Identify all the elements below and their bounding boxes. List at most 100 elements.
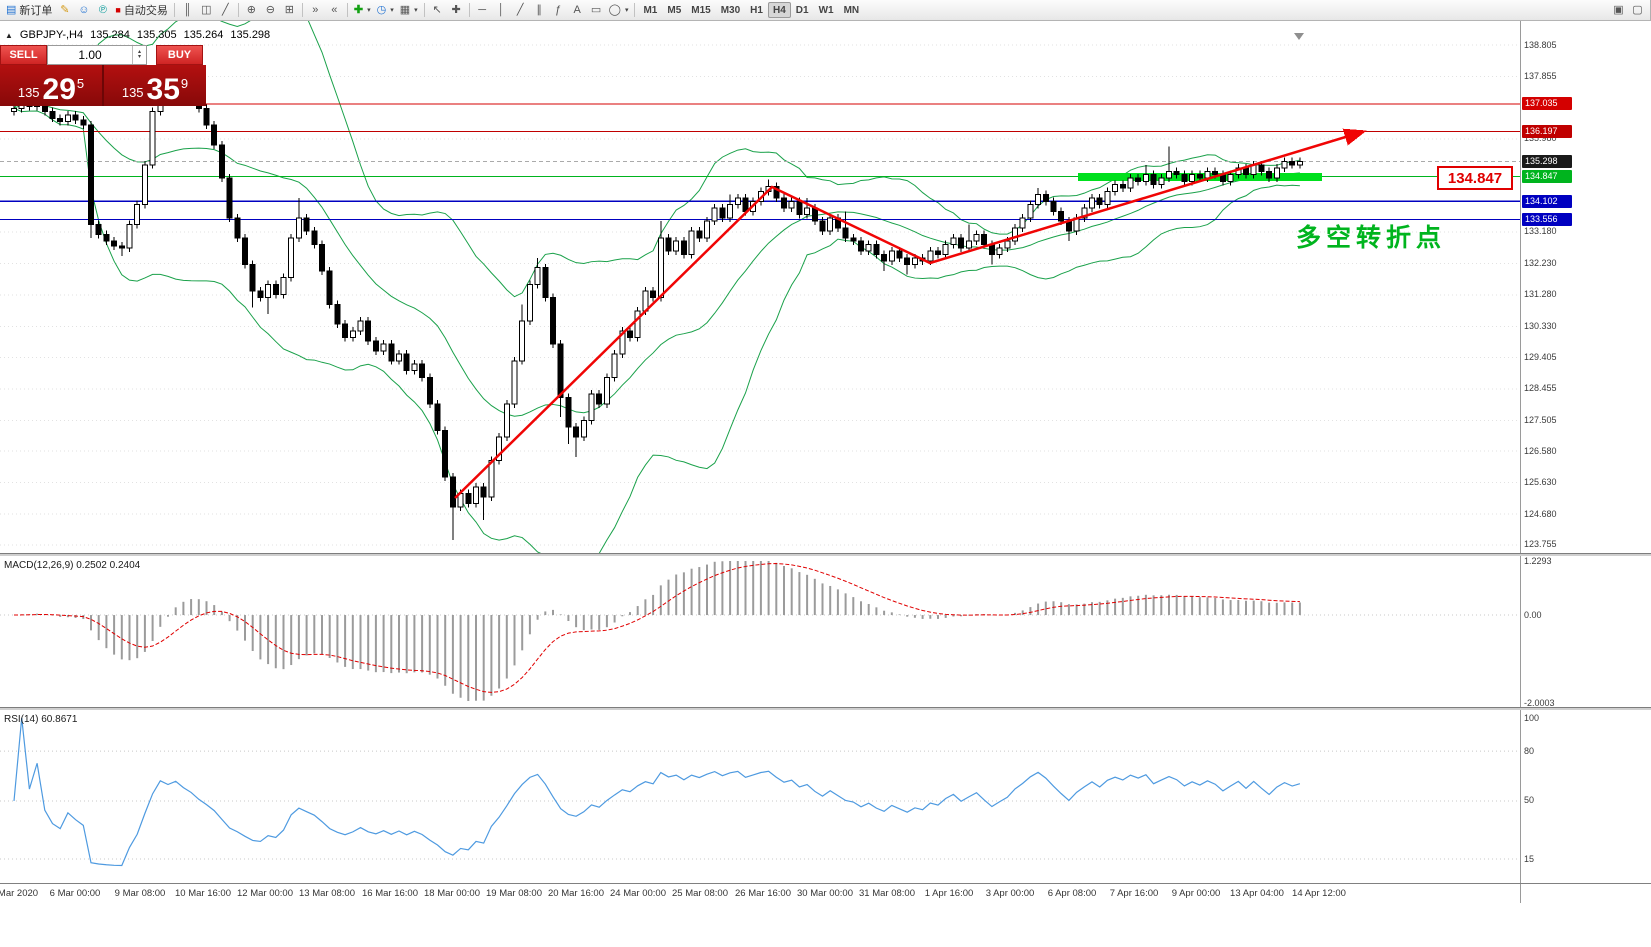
toolbar-separator bbox=[301, 3, 303, 17]
price-axis-tick: 80 bbox=[1524, 745, 1535, 756]
macd-histogram bbox=[20, 561, 1301, 701]
fibonacci-tool-button[interactable]: ƒ bbox=[549, 2, 568, 19]
text-tool-button[interactable]: A bbox=[568, 2, 587, 19]
sell-button[interactable]: SELL bbox=[0, 45, 47, 65]
timeframe-m15-button[interactable]: M15 bbox=[686, 2, 715, 18]
timeframe-h1-button[interactable]: H1 bbox=[745, 2, 768, 18]
symbol-ohlc-line: ▲ GBPJPY-,H4 135.284 135.305 135.264 135… bbox=[5, 29, 270, 41]
toolbar-separator bbox=[346, 3, 348, 17]
price-axis-tick: 135.980 bbox=[1524, 133, 1557, 144]
time-label: 31 Mar 08:00 bbox=[859, 888, 915, 899]
price-axis-tag: 134.847 bbox=[1522, 169, 1572, 183]
panel-divider[interactable] bbox=[0, 707, 1651, 710]
trendline-tool-button[interactable]: ╱ bbox=[511, 2, 530, 19]
periods-button[interactable]: ◷ ▾ bbox=[374, 2, 397, 19]
buy-price-prefix: 135 bbox=[121, 85, 144, 100]
chart-shift-marker[interactable] bbox=[1294, 33, 1304, 40]
time-label: 30 Mar 00:00 bbox=[797, 888, 853, 899]
chart-shift-button[interactable]: « bbox=[325, 2, 344, 19]
fibonacci-icon: ƒ bbox=[555, 3, 562, 16]
vertical-line-icon: │ bbox=[497, 3, 505, 16]
price-axis-tick: 138.805 bbox=[1524, 39, 1557, 50]
autotrade-stop-icon: ■ bbox=[115, 4, 121, 15]
chevron-down-icon: ▾ bbox=[414, 7, 418, 14]
price-axis-tick: 137.855 bbox=[1524, 71, 1557, 82]
indicators-button[interactable]: ✚ ▾ bbox=[351, 2, 374, 19]
zoom-in-button[interactable]: ⊕ bbox=[242, 2, 261, 19]
trend-arrow-line[interactable] bbox=[454, 128, 1367, 499]
community-button[interactable]: ☺ bbox=[74, 2, 93, 19]
volume-spinner[interactable]: ▴ ▾ bbox=[132, 46, 146, 64]
channel-tool-button[interactable]: ∥ bbox=[530, 2, 549, 19]
rsi-panel-svg[interactable] bbox=[0, 710, 1520, 882]
hline-tool-button[interactable]: ─ bbox=[473, 2, 492, 19]
help-button[interactable]: ℗ bbox=[93, 2, 112, 19]
time-axis: Mar 2020 6 Mar 00:00 9 Mar 08:00 10 Mar 16:… bbox=[0, 883, 1651, 904]
spinner-down-icon[interactable]: ▾ bbox=[137, 54, 141, 60]
templates-icon: ▦ bbox=[399, 3, 411, 16]
time-label: 14 Apr 12:00 bbox=[1292, 888, 1346, 899]
window-menu-icon: ▢ bbox=[1632, 3, 1643, 16]
price-axis-tick: 1.2293 bbox=[1524, 555, 1552, 566]
main-chart-svg[interactable] bbox=[0, 21, 1520, 553]
time-label: 18 Mar 00:00 bbox=[424, 888, 480, 899]
auto-scroll-icon: » bbox=[312, 3, 319, 16]
price-axis-tick: 131.280 bbox=[1524, 289, 1557, 300]
timeframe-d1-button[interactable]: D1 bbox=[791, 2, 814, 18]
timeframe-m1-button[interactable]: M1 bbox=[638, 2, 662, 18]
turning-point-annotation[interactable]: 多空转折点 bbox=[1296, 224, 1447, 252]
timeframe-h4-button[interactable]: H4 bbox=[767, 2, 791, 18]
new-order-button[interactable]: ▤ 新订单 bbox=[3, 2, 55, 19]
bar-chart-button[interactable]: ║ bbox=[178, 2, 197, 19]
symbol-name: GBPJPY-,H4 bbox=[19, 29, 84, 41]
channel-icon: ∥ bbox=[536, 3, 542, 16]
window-menu-button[interactable]: ▢ bbox=[1628, 2, 1647, 19]
line-chart-button[interactable]: ╱ bbox=[216, 2, 235, 19]
ohlc-high: 135.305 bbox=[136, 29, 177, 41]
time-label: 24 Mar 00:00 bbox=[610, 888, 666, 899]
timeframe-m30-button[interactable]: M30 bbox=[716, 2, 745, 18]
chart-window[interactable]: 138.805 137.855 135.980 133.180 132.230 131.2… bbox=[0, 21, 1651, 947]
toolbar-separator bbox=[468, 3, 470, 17]
window-restore-button[interactable]: ▣ bbox=[1609, 2, 1628, 19]
crosshair-button[interactable]: ✚ bbox=[447, 2, 466, 19]
autotrade-button[interactable]: ■ 自动交易 bbox=[112, 2, 170, 19]
zoom-out-icon: ⊖ bbox=[265, 3, 275, 16]
metaeditor-icon: ✎ bbox=[60, 3, 70, 16]
templates-button[interactable]: ▦ ▾ bbox=[397, 2, 421, 19]
volume-value[interactable]: 1.00 bbox=[78, 48, 102, 62]
panel-divider[interactable] bbox=[0, 553, 1651, 556]
macd-indicator-label: MACD(12,26,9) 0.2502 0.2404 bbox=[4, 560, 141, 571]
price-axis-tick: 132.230 bbox=[1524, 257, 1557, 268]
macd-panel-svg[interactable] bbox=[0, 556, 1520, 707]
price-axis-tick: 124.680 bbox=[1524, 508, 1557, 519]
chevron-down-icon: ▾ bbox=[390, 7, 394, 14]
buy-button[interactable]: BUY bbox=[156, 45, 203, 65]
vline-tool-button[interactable]: │ bbox=[492, 2, 511, 19]
spinner-up-icon[interactable]: ▴ bbox=[137, 49, 141, 55]
buy-price[interactable]: 135 35 9 bbox=[104, 65, 206, 106]
zoom-out-button[interactable]: ⊖ bbox=[261, 2, 280, 19]
autotrade-label: 自动交易 bbox=[123, 5, 168, 17]
support-price-callout[interactable]: 134.847 bbox=[1437, 166, 1513, 190]
time-label: 10 Mar 16:00 bbox=[175, 888, 231, 899]
timeframe-m5-button[interactable]: M5 bbox=[662, 2, 686, 18]
collapse-panel-icon[interactable]: ▲ bbox=[5, 30, 13, 40]
timeframe-w1-button[interactable]: W1 bbox=[814, 2, 839, 18]
cursor-icon: ↖ bbox=[432, 3, 442, 16]
time-label: 16 Mar 16:00 bbox=[362, 888, 418, 899]
auto-scroll-button[interactable]: » bbox=[306, 2, 325, 19]
time-label: 13 Apr 04:00 bbox=[1230, 888, 1284, 899]
tile-windows-button[interactable]: ⊞ bbox=[280, 2, 299, 19]
metaeditor-button[interactable]: ✎ bbox=[55, 2, 74, 19]
sell-price[interactable]: 135 29 5 bbox=[0, 65, 102, 106]
price-axis-tick: 123.755 bbox=[1524, 539, 1557, 550]
price-axis-tag: 136.197 bbox=[1522, 125, 1572, 139]
timeframe-mn-button[interactable]: MN bbox=[839, 2, 865, 18]
volume-stepper[interactable]: 1.00 ▴ ▾ bbox=[47, 45, 147, 65]
candle-chart-button[interactable]: ◫ bbox=[197, 2, 216, 19]
shapes-tool-button[interactable]: ◯ ▾ bbox=[606, 2, 632, 19]
bar-chart-icon: ║ bbox=[183, 3, 192, 16]
cursor-button[interactable]: ↖ bbox=[428, 2, 447, 19]
label-tool-button[interactable]: ▭ bbox=[587, 2, 606, 19]
